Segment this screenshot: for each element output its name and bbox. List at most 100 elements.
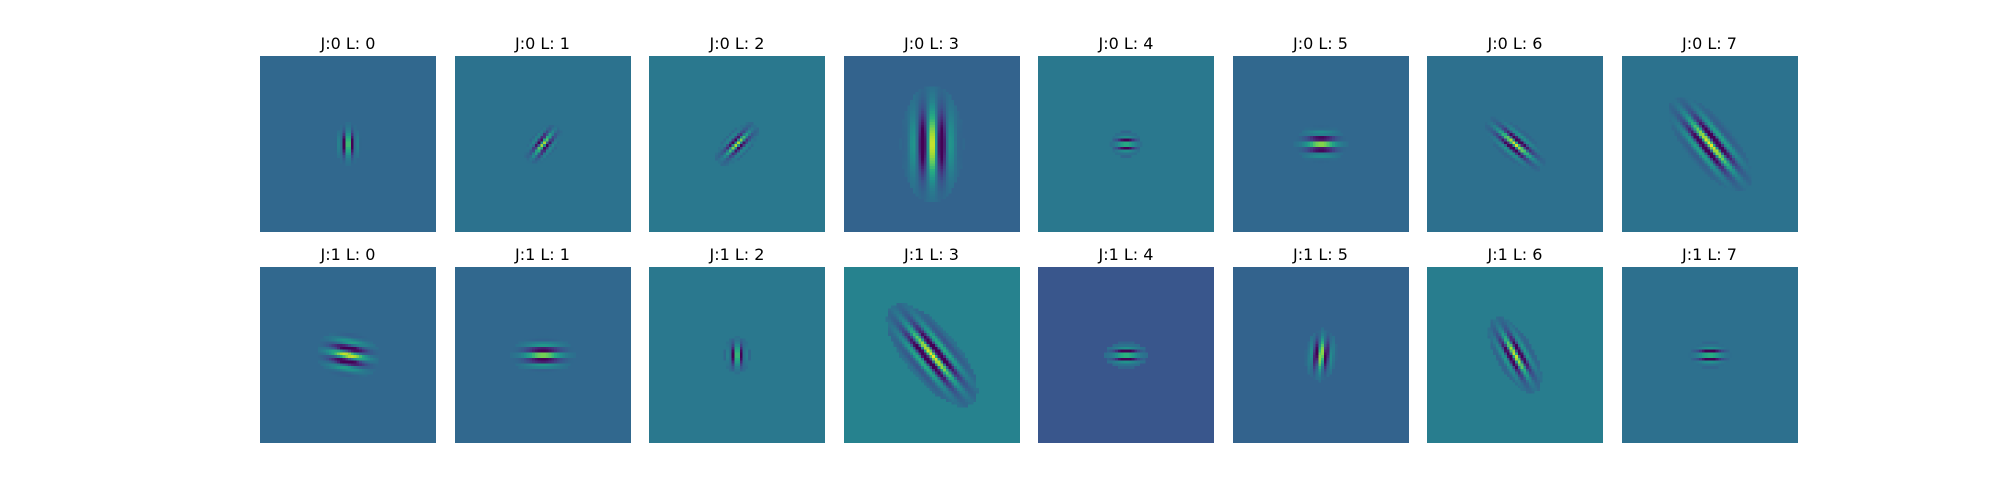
filter-pixel [1693, 127, 1696, 131]
filter-pixel [942, 333, 946, 336]
filter-pixel [542, 146, 546, 150]
filter-pixel [1682, 108, 1685, 112]
filter-pixel [1517, 133, 1521, 136]
filter-pixel [895, 330, 899, 334]
filter-pixel [895, 319, 899, 323]
filter-pixel [945, 371, 949, 375]
filter-pixel [531, 141, 535, 145]
filter-pixel [534, 346, 538, 350]
filter-pixel [895, 327, 899, 331]
filter-pixel [939, 94, 943, 98]
filter-pixel [1704, 168, 1707, 172]
filter-pixel [317, 344, 321, 347]
filter-pixel [937, 138, 940, 142]
filter-pixel [1526, 355, 1529, 358]
filter-pixel [1134, 138, 1138, 142]
filter-pixel [950, 141, 954, 145]
filter-pixel [1139, 349, 1143, 353]
filter-pixel [742, 338, 746, 342]
filter-pixel [948, 374, 951, 378]
filter-pixel [959, 399, 962, 402]
filter-pixel [945, 119, 949, 123]
filter-pixel [1512, 324, 1516, 328]
filter-pixel [1520, 149, 1524, 153]
filter-pixel [939, 122, 943, 125]
filter-pixel [1517, 333, 1521, 336]
filter-pixel [906, 177, 910, 180]
filter-pixel [1712, 168, 1716, 172]
filter-pixel [942, 168, 946, 172]
filter-pixel [920, 91, 924, 95]
filter-pixel [904, 341, 907, 345]
filter-pixel [537, 371, 540, 375]
filter-pixel [926, 111, 929, 114]
filter-pixel [945, 102, 949, 106]
filter-pixel [920, 327, 924, 331]
filter-pixel [553, 355, 557, 358]
filter-pixel [945, 335, 949, 339]
filter-pixel [728, 363, 732, 367]
filter-pixel [1712, 171, 1716, 175]
filter-pixel [934, 390, 938, 394]
filter-pixel [1120, 133, 1124, 136]
filter-pixel [1528, 138, 1532, 142]
filter-pixel [931, 149, 935, 153]
filter-pixel [1682, 113, 1685, 117]
filter-pixel [939, 379, 943, 383]
filter-pixel [912, 177, 916, 180]
filter-pixel [920, 108, 924, 112]
filter-pixel [909, 368, 913, 372]
filter-pixel [928, 188, 932, 191]
filter-pixel [745, 363, 749, 367]
filter-pixel [1506, 122, 1510, 125]
filter-pixel [1328, 135, 1332, 139]
filter-pixel [570, 357, 573, 361]
filter-pixel [1704, 135, 1707, 139]
filter-pixel [956, 116, 960, 120]
filter-pixel [917, 324, 921, 328]
filter-pixel [1506, 344, 1510, 347]
filter-pixel [350, 352, 354, 356]
filter-pixel [920, 352, 924, 356]
filter-pixel [1520, 130, 1524, 134]
filter-pixel [1537, 366, 1540, 369]
filter-pixel [937, 349, 940, 353]
filter-pixel [509, 355, 513, 358]
filter-pixel [942, 163, 946, 167]
filter-pixel [939, 155, 943, 158]
filter-pixel [1487, 333, 1491, 336]
filter-pixel [1531, 357, 1535, 361]
filter-pixel [917, 166, 921, 169]
filter-pixel [956, 152, 960, 156]
filter-pixel [1715, 133, 1718, 136]
filter-pixel [345, 341, 349, 345]
filter-pixel [1723, 130, 1727, 134]
filter-pixel [912, 160, 916, 164]
filter-pixel [1328, 133, 1332, 136]
filter-pixel [1728, 138, 1732, 142]
filter-pixel [1506, 366, 1510, 369]
filter-pixel [1134, 149, 1138, 153]
filter-pixel [528, 141, 532, 145]
filter-pixel [1320, 344, 1324, 347]
filter-pixel [1493, 319, 1496, 323]
filter-pixel [945, 190, 949, 194]
filter-pixel [534, 344, 538, 347]
filter-pixel [931, 390, 935, 394]
filter-pixel [931, 130, 935, 134]
filter-pixel [942, 382, 946, 386]
filter-pixel [912, 116, 916, 120]
filter-pixel [1126, 341, 1129, 345]
filter-pixel [1734, 168, 1738, 172]
filter-pixel [950, 100, 954, 103]
filter-pixel [937, 363, 940, 367]
filter-pixel [1320, 141, 1324, 145]
filter-pixel [1523, 338, 1527, 342]
filter-pixel [959, 135, 962, 139]
filter-pixel [528, 160, 532, 164]
filter-pixel [350, 371, 354, 375]
filter-pixel [1517, 371, 1521, 375]
filter-pixel [948, 190, 951, 194]
filter-pixel [1520, 144, 1524, 147]
filter-pixel [956, 352, 960, 356]
